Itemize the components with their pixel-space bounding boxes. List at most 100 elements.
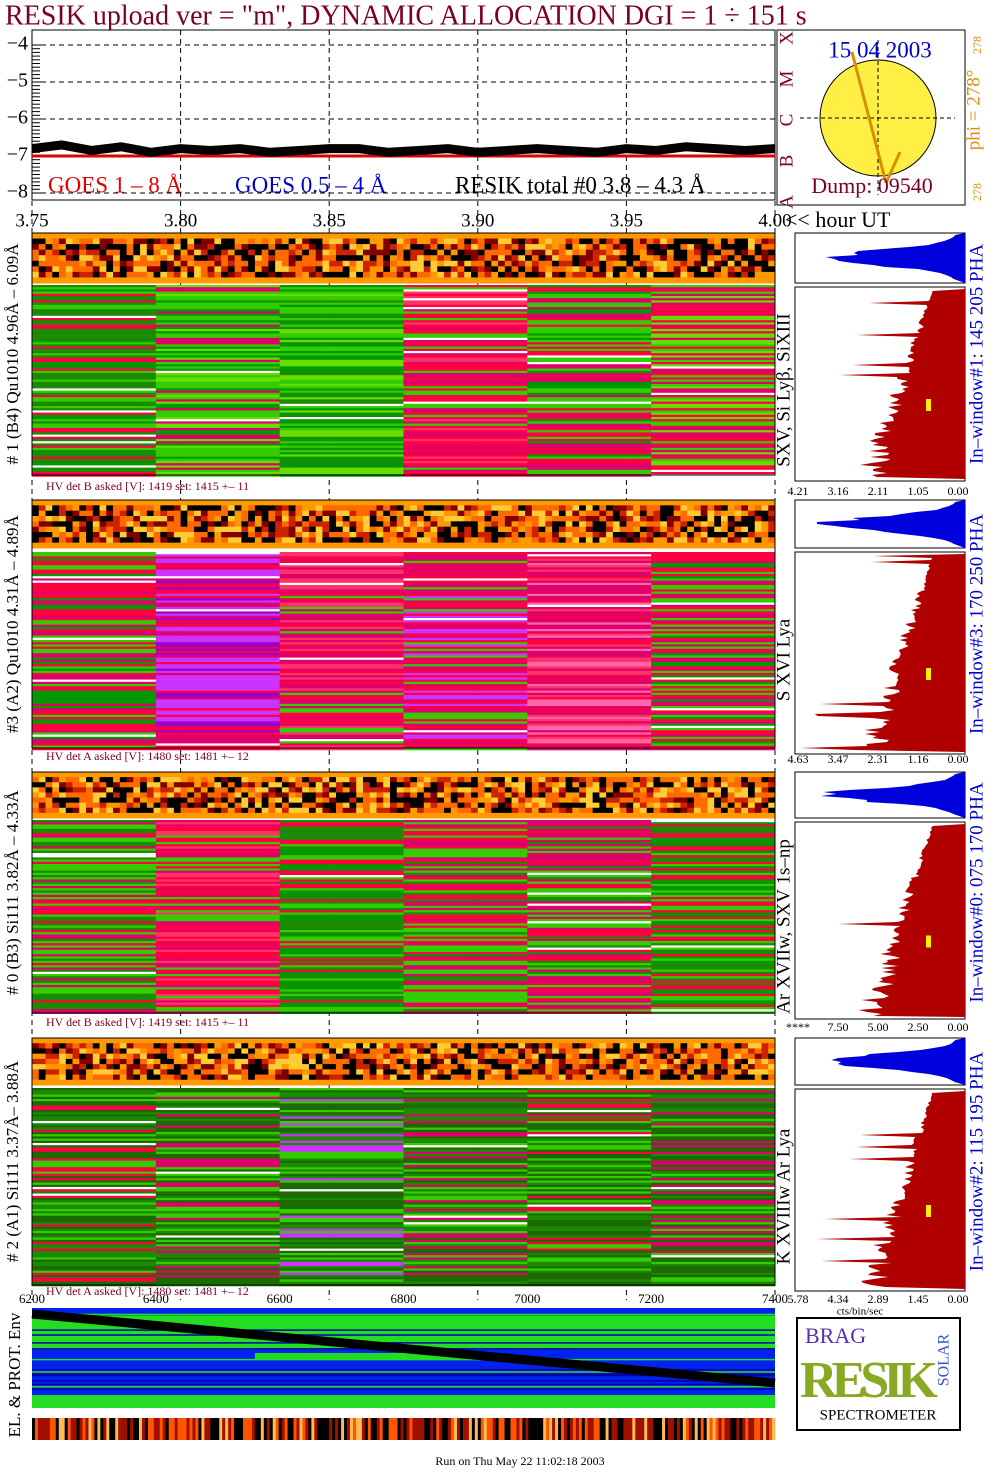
spectrogram-row — [155, 609, 281, 612]
spectrogram-row — [651, 954, 776, 957]
strip-cell — [666, 244, 675, 251]
spectrogram-row — [155, 730, 281, 733]
strip-cell — [619, 812, 627, 819]
spectrogram-row — [651, 452, 776, 455]
strip-cell — [741, 807, 749, 814]
strip-cell — [720, 1038, 729, 1044]
strip-cell — [194, 802, 202, 809]
spectrogram-row — [32, 822, 157, 825]
strip-cell — [552, 521, 560, 528]
window-label: In–window#0: 075 170 PHA — [966, 782, 987, 1002]
spectrogram-row — [527, 287, 652, 290]
spectrogram-row — [155, 469, 281, 473]
strip-cell — [423, 244, 432, 251]
strip-cell — [52, 812, 60, 819]
spectrogram-row — [651, 947, 776, 951]
spectrogram-row — [32, 377, 157, 380]
strip-cell — [187, 249, 195, 256]
spectrogram-row — [155, 353, 281, 356]
strip-cell — [335, 532, 344, 538]
strip-cell — [59, 238, 67, 245]
strip-cell — [315, 271, 323, 278]
spectrogram-row — [155, 901, 281, 904]
strip-cell — [383, 1038, 391, 1044]
strip-cell — [423, 271, 432, 278]
strip-cell — [295, 812, 303, 819]
strip-cell — [106, 249, 114, 256]
strip-cell — [491, 249, 499, 256]
spectrogram-row — [279, 635, 404, 639]
strip-cell — [714, 516, 722, 522]
strip-cell — [113, 249, 121, 256]
spectrogram-row — [279, 930, 404, 933]
strip-cell — [92, 277, 101, 284]
spectrogram-row — [32, 364, 157, 367]
spectrogram-panel — [32, 1038, 776, 1287]
strip-cell — [187, 777, 195, 783]
spectrogram-row — [403, 703, 528, 707]
spectrogram-row — [279, 963, 404, 966]
strip-cell — [187, 510, 195, 517]
spectrogram-row — [32, 662, 157, 665]
strip-cell — [38, 521, 47, 528]
strip-cell — [585, 260, 594, 267]
strip-cell — [700, 500, 708, 506]
strip-cell — [65, 777, 74, 783]
strip-cell — [612, 542, 621, 549]
strip-cell — [356, 238, 364, 245]
spectrogram-row — [403, 688, 528, 691]
strip-cell — [275, 521, 283, 528]
strip-cell — [511, 510, 519, 517]
spectrogram-row — [279, 916, 404, 920]
strip-cell — [268, 266, 276, 273]
strip-cell — [153, 260, 161, 267]
spectrogram-row — [651, 322, 776, 325]
strip-cell — [734, 271, 742, 278]
spectrogram-row — [527, 938, 652, 942]
spectrogram-row — [155, 831, 281, 834]
hist-red — [800, 554, 965, 752]
spectrogram-row — [279, 373, 404, 376]
strip-cell — [45, 802, 53, 809]
strip-cell — [646, 812, 654, 819]
strip-cell — [585, 772, 594, 778]
spectrogram-row — [403, 721, 528, 724]
spectrogram-row — [403, 436, 528, 440]
strip-cell — [714, 787, 722, 793]
strip-cell — [450, 500, 459, 506]
strip-cell — [295, 521, 303, 528]
spectrogram-row — [155, 699, 281, 702]
strip-cell — [227, 233, 236, 240]
spectrogram-row — [403, 359, 528, 363]
strip-cell — [342, 244, 350, 251]
spectrogram-row — [279, 967, 404, 970]
spectrogram-row — [527, 930, 652, 933]
spectrogram-row — [527, 888, 652, 891]
spectrogram-row — [527, 848, 652, 852]
spectrogram-row — [279, 421, 404, 424]
strip-cell — [187, 233, 195, 240]
strip-cell — [457, 782, 465, 788]
strip-cell — [660, 532, 668, 538]
strip-cell — [153, 500, 161, 506]
spectrogram-row — [527, 673, 652, 676]
strip-cell — [720, 792, 729, 799]
strip-cell — [680, 537, 688, 544]
strip-cell — [572, 249, 580, 256]
strip-cell — [356, 1038, 364, 1044]
strip-cell — [126, 542, 134, 549]
strip-cell — [538, 505, 546, 512]
strip-cell — [646, 787, 654, 793]
spectrogram-row — [651, 714, 776, 718]
strip-cell — [302, 532, 310, 538]
spectrogram-row — [651, 679, 776, 683]
strip-cell — [160, 526, 168, 533]
strip-cell — [707, 505, 715, 512]
strip-cell — [592, 238, 600, 245]
strip-cell — [65, 277, 74, 284]
strip-cell — [32, 266, 40, 273]
strip-cell — [464, 277, 472, 284]
strip-cell — [572, 777, 580, 783]
spectrogram-row — [527, 560, 652, 564]
strip-cell — [525, 777, 533, 783]
